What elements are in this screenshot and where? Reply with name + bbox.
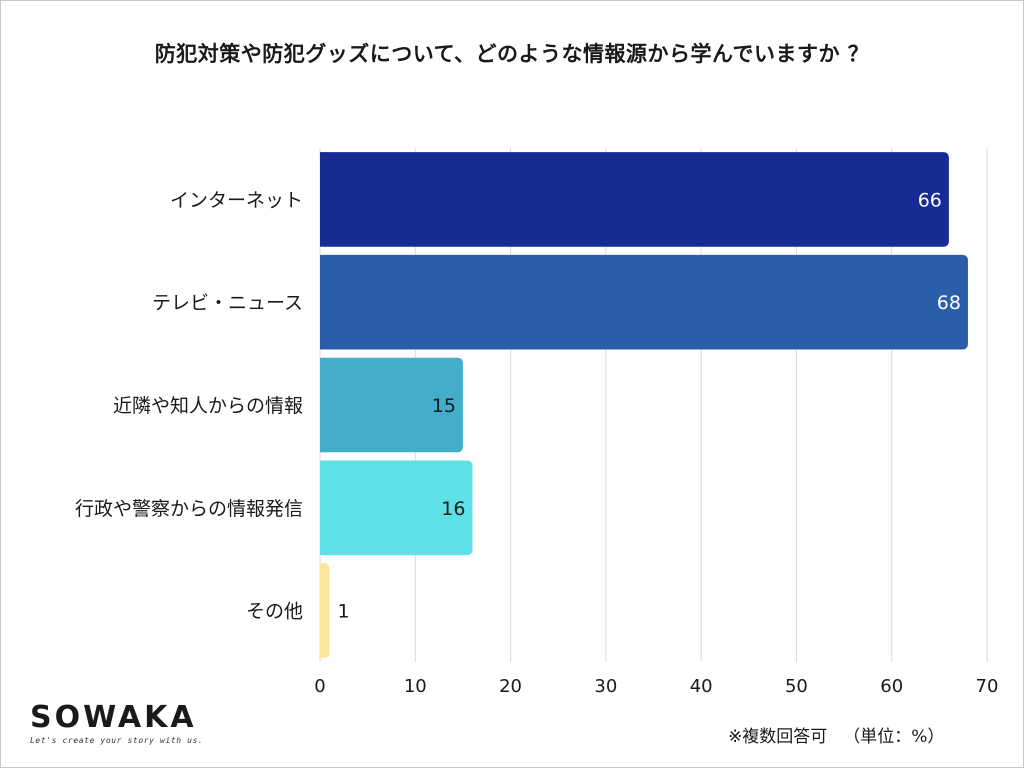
- x-tick-label: 0: [314, 676, 325, 697]
- x-tick-label: 60: [880, 676, 903, 697]
- category-label: その他: [246, 601, 303, 623]
- bar-value-label: 16: [441, 498, 465, 520]
- bar-left-edge: [320, 563, 326, 658]
- bar: [320, 254, 968, 350]
- sowaka-logo: SOWAKA Let's create your story with us.: [30, 700, 204, 746]
- bar-left-edge: [320, 460, 326, 556]
- footnote-multiple-answers: ※複数回答可: [728, 727, 828, 747]
- bar-value-label: 1: [338, 601, 350, 623]
- bar-left-edge: [320, 152, 326, 247]
- bar: [320, 152, 949, 247]
- category-label: 行政や警察からの情報発信: [75, 498, 303, 520]
- chart-title: 防犯対策や防犯グッズについて、どのような情報源から学んでいますか ？: [154, 42, 870, 66]
- category-label: テレビ・ニュース: [152, 292, 303, 314]
- x-tick-label: 20: [499, 676, 522, 697]
- category-label: 近隣や知人からの情報: [113, 395, 303, 417]
- bar-left-edge: [320, 254, 326, 350]
- bar-value-label: 15: [432, 395, 456, 417]
- x-tick-label: 40: [690, 676, 713, 697]
- x-tick-label: 30: [594, 676, 617, 697]
- x-tick-label: 10: [404, 676, 427, 697]
- category-label: インターネット: [170, 189, 303, 211]
- x-tick-label: 50: [785, 676, 808, 697]
- footnote-unit: （単位：%）: [843, 727, 945, 747]
- bar: [320, 460, 473, 556]
- logo-name: SOWAKA: [30, 700, 197, 735]
- bar: [320, 357, 463, 453]
- logo-tagline: Let's create your story with us.: [30, 736, 204, 745]
- x-tick-label: 70: [976, 676, 999, 697]
- bar-left-edge: [320, 357, 326, 453]
- footnote: ※複数回答可 （単位：%）: [728, 722, 944, 747]
- bar-value-label: 68: [937, 292, 961, 314]
- bar-value-label: 66: [918, 189, 942, 211]
